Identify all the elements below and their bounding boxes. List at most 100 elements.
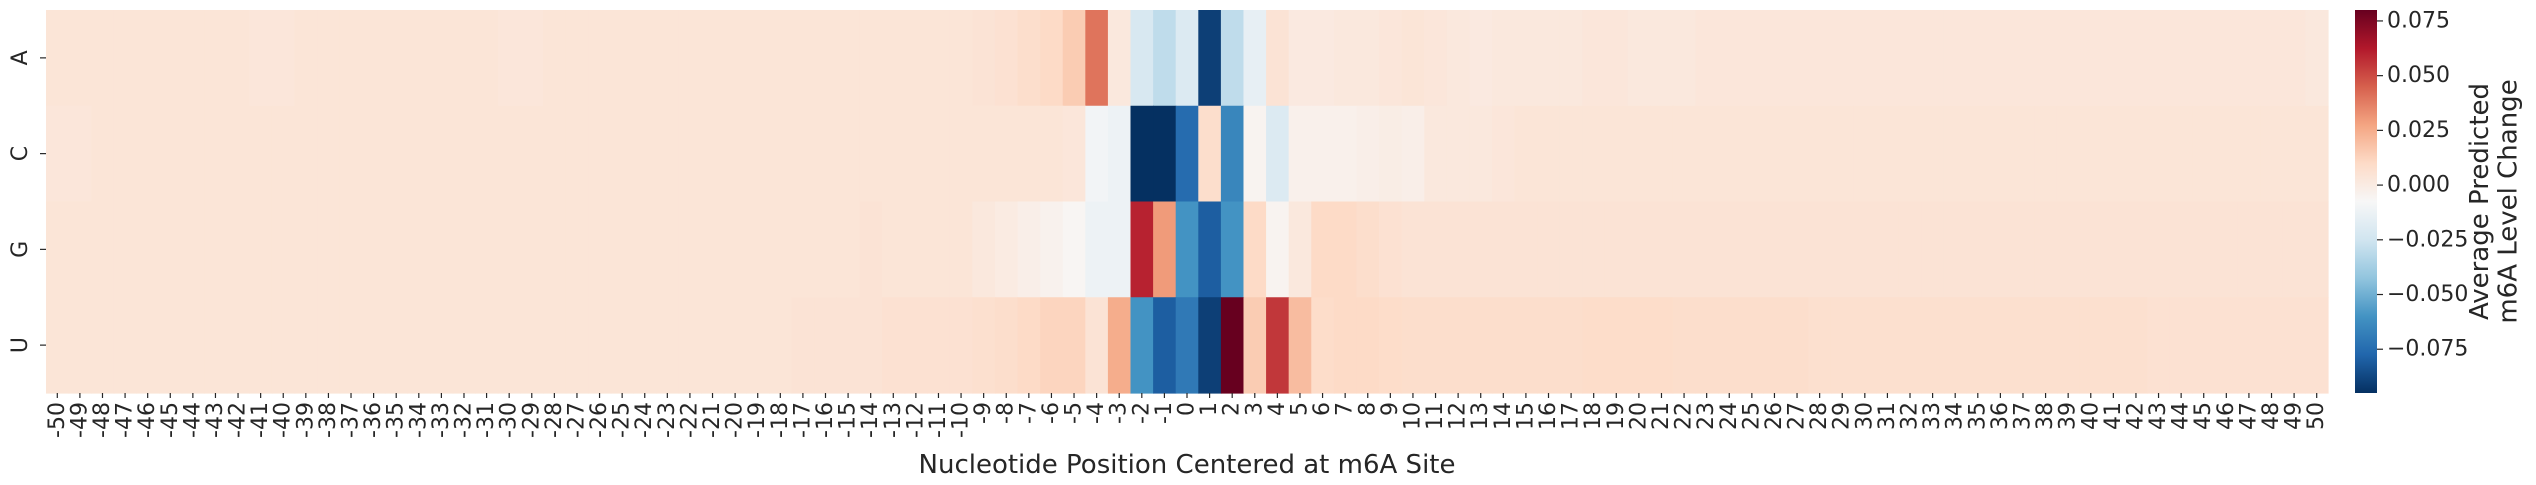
heatmap-cell (859, 10, 883, 107)
heatmap-cell (1356, 297, 1380, 394)
column-label: 50 (2304, 402, 2329, 430)
heatmap-cell (181, 10, 205, 107)
heatmap-cell (1627, 10, 1651, 107)
column-label: 39 (2056, 402, 2081, 430)
heatmap-cell (249, 201, 273, 298)
heatmap-cell (1017, 297, 1041, 394)
heatmap-cell (1243, 10, 1267, 107)
column-label: 31 (1875, 402, 1900, 430)
heatmap-cell (1537, 201, 1561, 298)
row-label: A (8, 50, 33, 65)
heatmap-cell (701, 297, 725, 394)
colorbar-label: Average Predictedm6A Level Change (2465, 79, 2524, 323)
heatmap-cell (949, 105, 973, 203)
heatmap-cell (2147, 297, 2171, 394)
colorbar-label-line: Average Predicted (2465, 83, 2495, 320)
heatmap-cell (678, 297, 702, 394)
heatmap-cell (1130, 201, 1154, 298)
heatmap-cell (2282, 105, 2306, 203)
heatmap-cell (1062, 10, 1086, 107)
heatmap-cell (881, 297, 906, 394)
column-label: -3 (1107, 402, 1132, 424)
heatmap-cell (2237, 10, 2261, 107)
heatmap-cell (2215, 105, 2239, 203)
heatmap-cell (2215, 201, 2239, 298)
heatmap-cell (610, 201, 635, 298)
heatmap-cell (452, 201, 476, 298)
heatmap-cell (1650, 105, 1674, 203)
heatmap-cell (1130, 297, 1154, 394)
heatmap-cell (158, 10, 183, 107)
heatmap-cell (317, 105, 341, 203)
column-label: 35 (1965, 402, 1990, 430)
heatmap-cell (1243, 105, 1267, 203)
column-label: -48 (90, 402, 115, 438)
column-label: 15 (1513, 402, 1538, 430)
heatmap-cell (1627, 297, 1651, 394)
heatmap-cell (1424, 105, 1448, 203)
column-label: -2 (1129, 402, 1154, 424)
heatmap-cell (113, 297, 137, 394)
colorbar-label-line: m6A Level Change (2494, 79, 2524, 323)
column-label: 26 (1762, 402, 1787, 430)
heatmap-cell (2215, 297, 2239, 394)
heatmap-cell (2169, 297, 2194, 394)
heatmap-cell (2011, 297, 2035, 394)
heatmap-cell (384, 201, 409, 298)
colorbar-ticks: −0.075 −0.050 −0.025 0.000 0.025 0.050 0.075 (2377, 8, 2468, 362)
heatmap-cell (1514, 201, 1538, 298)
heatmap-cell (1582, 105, 1606, 203)
column-label: -38 (316, 402, 341, 438)
heatmap-cell (633, 297, 657, 394)
heatmap-cell (1446, 201, 1471, 298)
column-label: -18 (768, 402, 793, 438)
heatmap-cell (565, 297, 589, 394)
heatmap-cell (2169, 105, 2194, 203)
heatmap-cell (949, 297, 973, 394)
column-label: 4 (1265, 402, 1290, 416)
heatmap-cell (1559, 10, 1583, 107)
column-label: 28 (1807, 402, 1832, 430)
heatmap-cell (2192, 297, 2216, 394)
column-label: 3 (1242, 402, 1267, 416)
column-label: -49 (67, 402, 92, 438)
column-label: -23 (655, 402, 680, 438)
heatmap-cell (1514, 10, 1538, 107)
heatmap-cell (859, 105, 883, 203)
heatmap-cell (2056, 105, 2081, 203)
heatmap-cell (158, 201, 183, 298)
heatmap-cell (2147, 105, 2171, 203)
heatmap-cell (271, 297, 296, 394)
heatmap-cell (2215, 10, 2239, 107)
heatmap-cell (68, 10, 92, 107)
column-label: 5 (1288, 402, 1313, 416)
column-label: -5 (1062, 402, 1087, 424)
heatmap-cell (1898, 10, 1922, 107)
heatmap-cell (1220, 10, 1245, 107)
heatmap-cell (1876, 10, 1900, 107)
heatmap-cell (226, 297, 250, 394)
heatmap-cell (1153, 105, 1177, 203)
heatmap-cell (204, 105, 228, 203)
heatmap-cell (475, 10, 499, 107)
heatmap-cell (407, 201, 431, 298)
heatmap-cell (339, 10, 363, 107)
heatmap-cell (746, 201, 770, 298)
heatmap-cell (814, 10, 838, 107)
column-label: -40 (271, 402, 296, 438)
heatmap-cell (1943, 10, 1968, 107)
heatmap-cell (1040, 201, 1064, 298)
heatmap-cell (723, 10, 748, 107)
heatmap-cell (2079, 297, 2103, 394)
heatmap-cell (1785, 201, 1809, 298)
column-label: -13 (881, 402, 906, 438)
heatmap-cell (1107, 105, 1132, 203)
heatmap-cell (972, 105, 996, 203)
colorbar-tick-label: 0.000 (2387, 173, 2450, 198)
heatmap-cell (1943, 201, 1968, 298)
column-label: -8 (994, 402, 1019, 424)
heatmap-cell (723, 105, 748, 203)
heatmap-cells (46, 10, 2329, 394)
column-label: -35 (384, 402, 409, 438)
heatmap-cell (46, 105, 70, 203)
